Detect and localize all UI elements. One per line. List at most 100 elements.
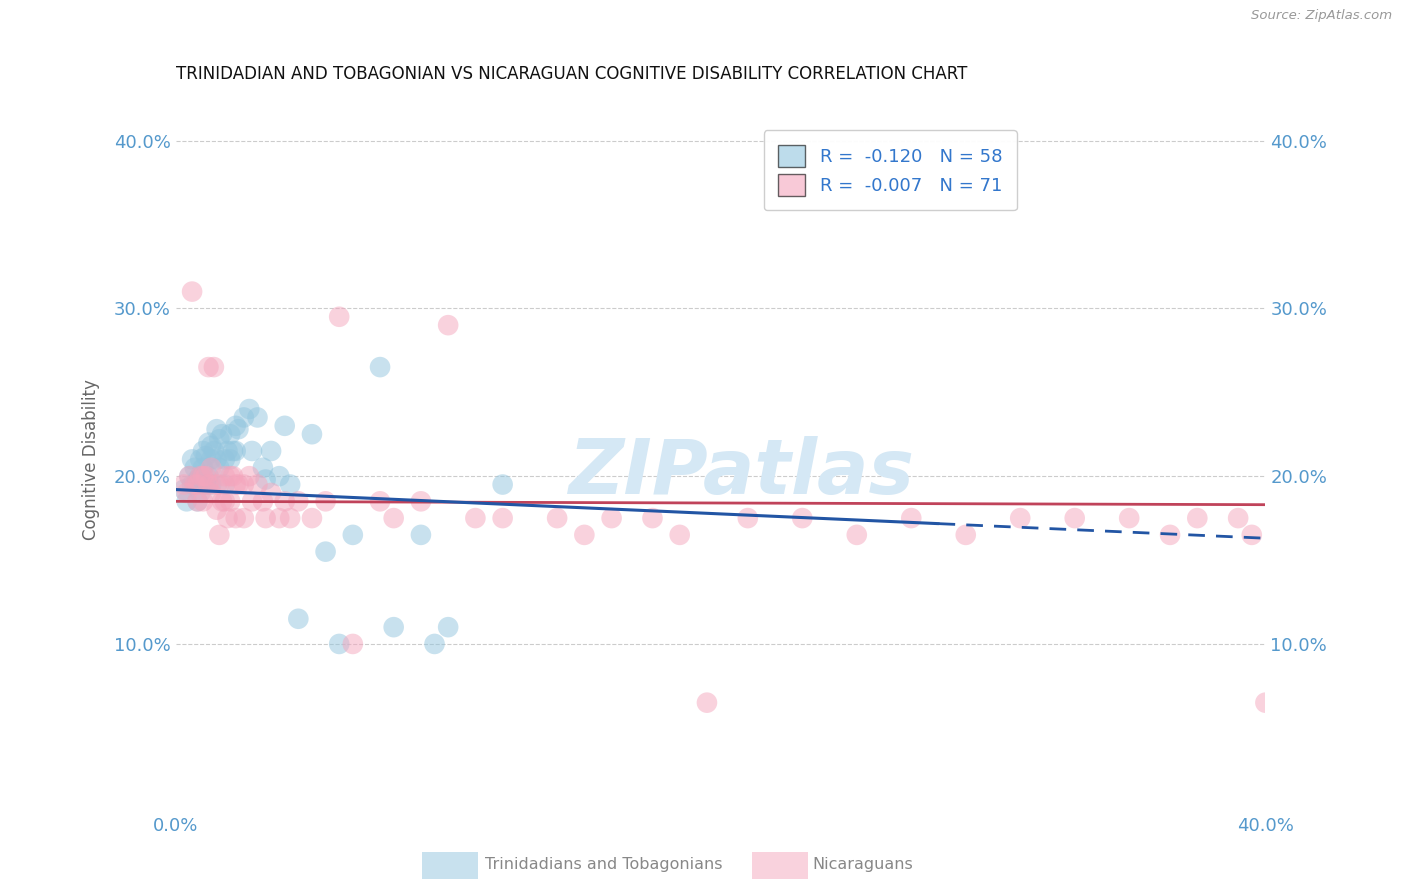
Point: [208, 477, 231, 491]
Point: [208, 528, 231, 542]
Point: [254, 473, 277, 487]
Point: [269, 511, 291, 525]
Point: [252, 494, 274, 508]
Point: [186, 494, 209, 508]
Point: [194, 449, 217, 463]
Point: [228, 422, 250, 436]
Point: [232, 410, 254, 425]
Point: [260, 444, 283, 458]
Point: [232, 511, 254, 525]
Point: [368, 360, 391, 375]
Point: [225, 418, 247, 433]
Point: [225, 444, 247, 458]
Text: Nicaraguans: Nicaraguans: [813, 857, 914, 871]
Point: [200, 486, 222, 500]
Point: [437, 318, 460, 333]
Point: [219, 469, 242, 483]
Point: [409, 528, 432, 542]
Point: [197, 469, 219, 483]
Point: [184, 477, 207, 491]
Point: [246, 410, 269, 425]
Point: [315, 544, 337, 558]
Point: [228, 477, 250, 491]
Point: [205, 477, 228, 491]
Point: [179, 469, 201, 483]
Point: [1187, 511, 1209, 525]
Point: [191, 477, 214, 491]
Text: TRINIDADIAN AND TOBAGONIAN VS NICARAGUAN COGNITIVE DISABILITY CORRELATION CHART: TRINIDADIAN AND TOBAGONIAN VS NICARAGUAN…: [176, 65, 967, 83]
Point: [219, 452, 242, 467]
Point: [194, 469, 217, 483]
Point: [186, 473, 209, 487]
Point: [269, 469, 291, 483]
Point: [252, 460, 274, 475]
Point: [208, 460, 231, 475]
Point: [574, 528, 596, 542]
Point: [188, 452, 211, 467]
Legend: R =  -0.120   N = 58, R =  -0.007   N = 71: R = -0.120 N = 58, R = -0.007 N = 71: [763, 130, 1017, 211]
Point: [191, 444, 214, 458]
Point: [222, 444, 245, 458]
Point: [278, 477, 301, 491]
Point: [246, 477, 269, 491]
Text: Trinidadians and Tobagonians: Trinidadians and Tobagonians: [485, 857, 723, 871]
Point: [301, 427, 323, 442]
Point: [382, 511, 405, 525]
Point: [696, 696, 718, 710]
Point: [240, 444, 263, 458]
Point: [205, 452, 228, 467]
Point: [1010, 511, 1032, 525]
Point: [211, 494, 233, 508]
Point: [217, 511, 239, 525]
Point: [955, 528, 977, 542]
Text: ZIPatlas: ZIPatlas: [569, 436, 915, 510]
Point: [197, 360, 219, 375]
Point: [737, 511, 759, 525]
Y-axis label: Cognitive Disability: Cognitive Disability: [82, 379, 100, 540]
Point: [181, 285, 204, 299]
Point: [232, 477, 254, 491]
Text: Source: ZipAtlas.com: Source: ZipAtlas.com: [1251, 9, 1392, 22]
Point: [342, 528, 364, 542]
Point: [225, 511, 247, 525]
Point: [274, 494, 297, 508]
Point: [1118, 511, 1140, 525]
Point: [211, 427, 233, 442]
Point: [492, 477, 515, 491]
Point: [191, 460, 214, 475]
Point: [200, 452, 222, 467]
Point: [845, 528, 868, 542]
Point: [368, 494, 391, 508]
Point: [238, 469, 260, 483]
Point: [214, 469, 236, 483]
Point: [287, 612, 309, 626]
Point: [200, 460, 222, 475]
Point: [186, 477, 209, 491]
Point: [176, 486, 198, 500]
Point: [191, 494, 214, 508]
Point: [464, 511, 486, 525]
Point: [197, 477, 219, 491]
Point: [186, 494, 209, 508]
Point: [328, 310, 350, 324]
Point: [173, 483, 195, 497]
Point: [238, 402, 260, 417]
Point: [240, 494, 263, 508]
Point: [214, 494, 236, 508]
Point: [382, 620, 405, 634]
Point: [184, 460, 207, 475]
Point: [202, 360, 225, 375]
Point: [188, 469, 211, 483]
Point: [1254, 696, 1277, 710]
Point: [301, 511, 323, 525]
Point: [200, 477, 222, 491]
Point: [214, 477, 236, 491]
Point: [194, 477, 217, 491]
Point: [173, 477, 195, 491]
Point: [792, 511, 814, 525]
Point: [315, 494, 337, 508]
Point: [222, 469, 245, 483]
Point: [274, 418, 297, 433]
Point: [668, 528, 690, 542]
Point: [600, 511, 623, 525]
